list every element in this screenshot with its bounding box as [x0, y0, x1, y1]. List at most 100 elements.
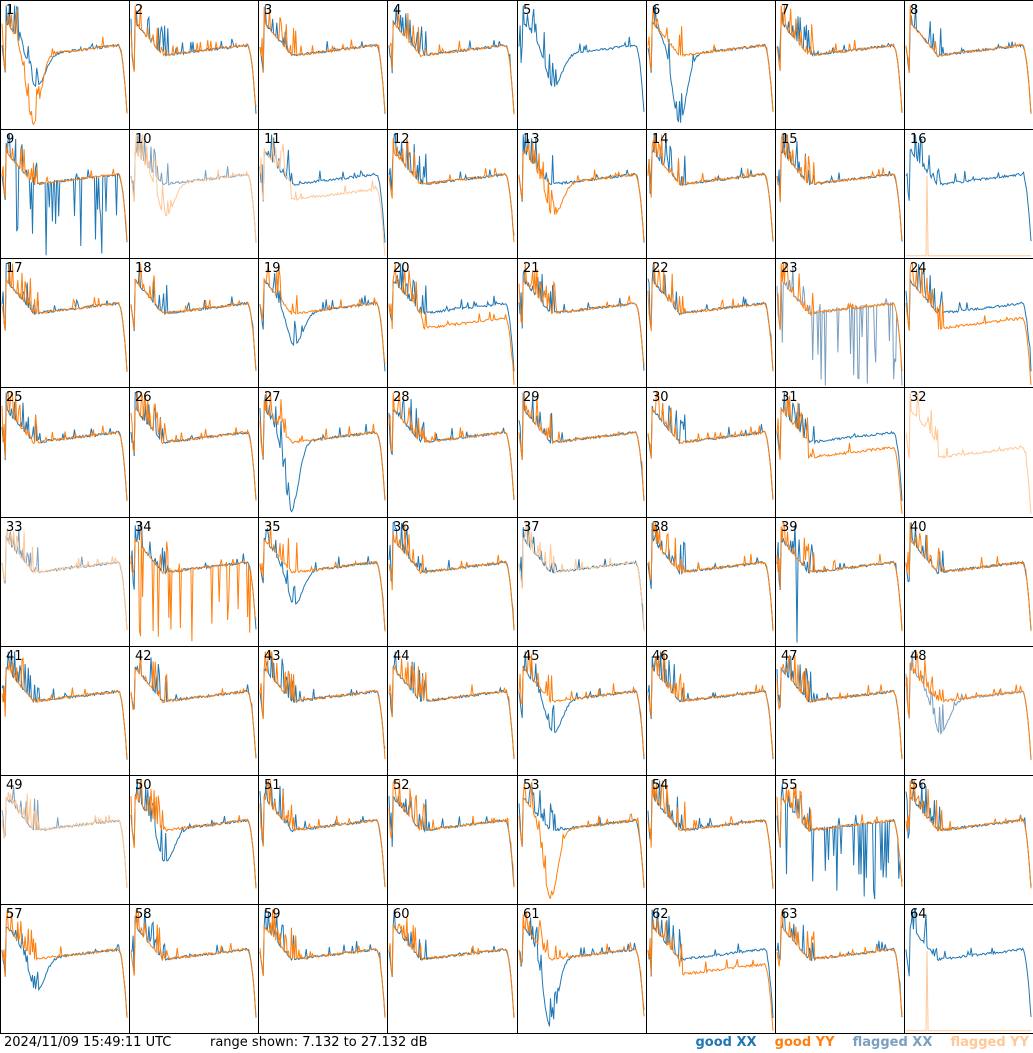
panel-number: 23: [781, 261, 798, 276]
series-xx-good: [388, 795, 515, 888]
spectrum-panel-60: 60: [387, 904, 518, 1034]
legend: good XX good YY flagged XX flagged YY: [681, 1033, 1029, 1053]
series-xx-flagged: [1, 786, 128, 888]
legend-flagged-yy: flagged YY: [950, 1035, 1030, 1050]
spectrum-plot: [388, 5, 515, 115]
series-xx-good: [259, 651, 386, 749]
spectrum-panel-50: 50: [129, 775, 259, 905]
range-label: range shown: 7.132 to 27.132 dB: [210, 1035, 428, 1050]
panel-number: 50: [135, 778, 152, 793]
series-yy-good: [776, 520, 903, 632]
series-xx-good: [1, 263, 128, 372]
spectrum-panel-51: 51: [258, 775, 388, 905]
panel-number: 22: [652, 261, 669, 276]
series-xx-good: [259, 909, 386, 1017]
spectrum-plot: [518, 134, 645, 243]
spectrum-plot: [905, 134, 1032, 257]
spectrum-panel-39: 39: [775, 517, 905, 647]
spectrum-plot: [130, 5, 257, 114]
spectrum-panel-56: 56: [904, 775, 1033, 905]
series-xx-good: [776, 392, 903, 501]
series-yy-good: [905, 522, 1032, 632]
panel-number: 33: [6, 520, 23, 535]
series-yy-good: [1, 909, 128, 1019]
panel-number: 62: [652, 907, 669, 922]
series-yy-flagged: [906, 950, 1031, 1032]
panel-number: 60: [393, 907, 410, 922]
legend-good-xx: good XX: [695, 1035, 757, 1050]
spectrum-panel-1: 1: [0, 0, 130, 130]
spectrum-plot: [130, 651, 257, 759]
spectrum-panel-16: 16: [904, 129, 1033, 259]
spectrum-plot: [776, 654, 903, 760]
series-yy-good: [1, 145, 128, 242]
spectrum-panel-63: 63: [775, 904, 905, 1034]
series-xx-good: [259, 134, 386, 243]
series-xx-good: [647, 909, 774, 1019]
series-xx-flagged: [130, 132, 257, 243]
series-xx-good: [647, 134, 774, 242]
spectrum-plot: [1, 909, 128, 1019]
series-yy-good: [647, 651, 774, 758]
panel-number: 56: [910, 778, 927, 793]
spectrum-plot: [1, 5, 128, 126]
series-xx-flagged: [1, 528, 128, 630]
series-xx-good: [1, 926, 128, 1017]
panel-number: 37: [523, 520, 540, 535]
spectrum-plot: [1, 263, 128, 373]
spectrum-plot: [776, 133, 903, 242]
panel-number: 57: [6, 907, 23, 922]
spectrum-plot: [905, 651, 1032, 761]
series-xx-good: [905, 264, 1032, 372]
spectrum-panel-34: 34: [129, 517, 259, 647]
spectrum-panel-29: 29: [517, 387, 647, 518]
series-xx-good: [1, 651, 128, 760]
panel-number: 18: [135, 261, 152, 276]
timestamp: 2024/11/09 15:49:11 UTC: [4, 1035, 172, 1050]
series-yy-good: [1, 390, 128, 502]
spectrum-plot: [776, 783, 903, 900]
spectrum-panel-44: 44: [387, 646, 518, 776]
spectrum-panel-27: 27: [258, 387, 388, 518]
spectrum-panel-55: 55: [775, 775, 905, 905]
spectrum-panel-47: 47: [775, 646, 905, 776]
series-yy-good: [647, 522, 774, 632]
series-xx-good: [647, 5, 774, 123]
spectrum-panel-52: 52: [387, 775, 518, 905]
spectrum-plot: [647, 651, 774, 760]
spectrum-panel-2: 2: [129, 0, 259, 130]
panel-number: 9: [6, 132, 15, 147]
series-xx-good: [388, 521, 515, 631]
spectrum-plot: [647, 909, 774, 1031]
panel-number: 35: [264, 520, 281, 535]
series-xx-good: [518, 5, 645, 112]
spectrum-plot: [647, 263, 774, 372]
spectrum-plot: [1, 786, 128, 888]
panel-number: 47: [781, 649, 798, 664]
series-xx-good: [905, 909, 1032, 1017]
series-xx-good: [518, 782, 645, 889]
series-yy-good: [259, 6, 386, 113]
spectrum-panel-6: 6: [646, 0, 776, 130]
spectrum-plot: [518, 392, 645, 502]
spectrum-plot: [259, 5, 386, 114]
spectrum-panel-20: 20: [387, 258, 518, 388]
panel-number: 8: [910, 3, 919, 18]
spectrum-panel-43: 43: [258, 646, 388, 776]
panel-number: 48: [910, 649, 927, 664]
spectrum-plot: [130, 778, 257, 889]
spectrum-panel-12: 12: [387, 129, 518, 259]
spectrum-panel-54: 54: [646, 775, 776, 905]
spectrum-panel-64: 64: [904, 904, 1033, 1034]
series-yy-flagged: [130, 134, 257, 242]
spectrum-plot: [776, 392, 903, 514]
panel-number: 45: [523, 649, 540, 664]
series-xx-good: [647, 263, 774, 372]
spectrum-plot: [130, 132, 257, 243]
spectrum-plot: [518, 781, 645, 900]
spectrum-panel-30: 30: [646, 387, 776, 518]
series-yy-good: [130, 778, 257, 889]
series-yy-good: [1, 263, 128, 373]
spectrum-panel-37: 37: [517, 517, 647, 647]
spectrum-plot: [776, 263, 903, 386]
